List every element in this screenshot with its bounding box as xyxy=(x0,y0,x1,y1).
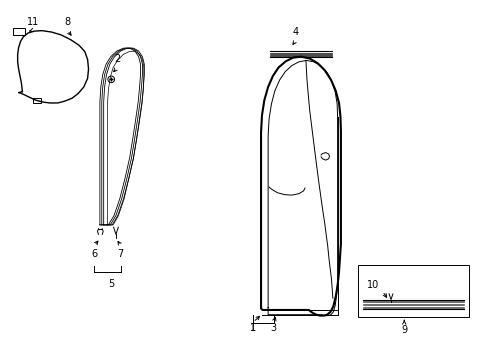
Text: 11: 11 xyxy=(27,17,39,27)
Text: 4: 4 xyxy=(292,27,298,37)
Bar xyxy=(357,265,468,317)
Text: 1: 1 xyxy=(249,323,256,333)
Text: 2: 2 xyxy=(114,54,120,64)
Text: 3: 3 xyxy=(270,323,276,333)
Text: 1: 1 xyxy=(249,323,256,333)
Text: 9: 9 xyxy=(400,325,407,335)
Text: 6: 6 xyxy=(91,249,97,259)
Text: 5: 5 xyxy=(108,279,114,289)
Text: 7: 7 xyxy=(117,249,123,259)
Text: 8: 8 xyxy=(64,17,70,27)
Bar xyxy=(33,98,41,103)
Text: 10: 10 xyxy=(366,280,378,291)
